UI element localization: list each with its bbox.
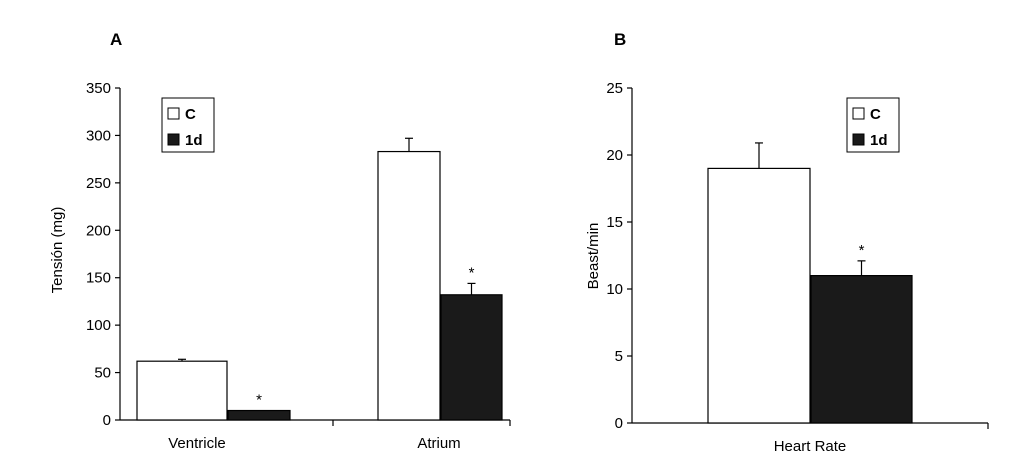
legend-label-c: C bbox=[870, 106, 881, 123]
panel-b-chart: B Beast/min 0 5 10 15 20 25 Heart Rate * C 1d bbox=[585, 30, 989, 455]
y-tick-label: 15 bbox=[606, 214, 623, 231]
legend-label-1d: 1d bbox=[870, 132, 888, 149]
panel-a-letter: A bbox=[110, 30, 122, 49]
y-tick-label: 250 bbox=[86, 175, 111, 192]
legend-label-c: C bbox=[185, 106, 196, 123]
panel-b-y-axis-label: Beast/min bbox=[585, 223, 602, 290]
panel-a-chart: A Tensión (mg) 0 50 100 150 200 250 300 350 Vent… bbox=[49, 30, 511, 452]
y-tick-label: 300 bbox=[86, 127, 111, 144]
x-category-label: Heart Rate bbox=[774, 438, 847, 455]
y-tick-label: 20 bbox=[606, 147, 623, 164]
y-tick-label: 5 bbox=[615, 348, 623, 365]
y-tick-label: 10 bbox=[606, 281, 623, 298]
legend-swatch-c bbox=[167, 107, 180, 120]
bar-1d bbox=[227, 409, 291, 421]
y-tick-label: 200 bbox=[86, 222, 111, 239]
significance-marker: * bbox=[256, 392, 262, 409]
y-tick-label: 50 bbox=[94, 365, 111, 382]
y-tick-label: 25 bbox=[606, 80, 623, 97]
significance-marker: * bbox=[469, 264, 475, 281]
bar-1d bbox=[440, 294, 503, 421]
significance-marker: * bbox=[859, 242, 865, 259]
legend-swatch-1d bbox=[167, 133, 180, 146]
legend-swatch-1d bbox=[852, 133, 865, 146]
x-category-label: Atrium bbox=[417, 435, 460, 452]
bar-c bbox=[377, 150, 441, 421]
x-category-label: Ventricle bbox=[168, 435, 226, 452]
y-tick-label: 150 bbox=[86, 270, 111, 287]
legend-label-1d: 1d bbox=[185, 132, 203, 149]
y-tick-label: 0 bbox=[103, 412, 111, 429]
panel-b-letter: B bbox=[614, 30, 626, 49]
legend-swatch-c bbox=[852, 107, 865, 120]
y-tick-label: 350 bbox=[86, 80, 111, 97]
bar-1d bbox=[810, 275, 913, 424]
y-tick-label: 100 bbox=[86, 317, 111, 334]
y-tick-label: 0 bbox=[615, 415, 623, 432]
panel-a-y-axis-label: Tensión (mg) bbox=[49, 207, 66, 294]
bar-c bbox=[707, 167, 811, 424]
bar-c bbox=[136, 360, 228, 421]
